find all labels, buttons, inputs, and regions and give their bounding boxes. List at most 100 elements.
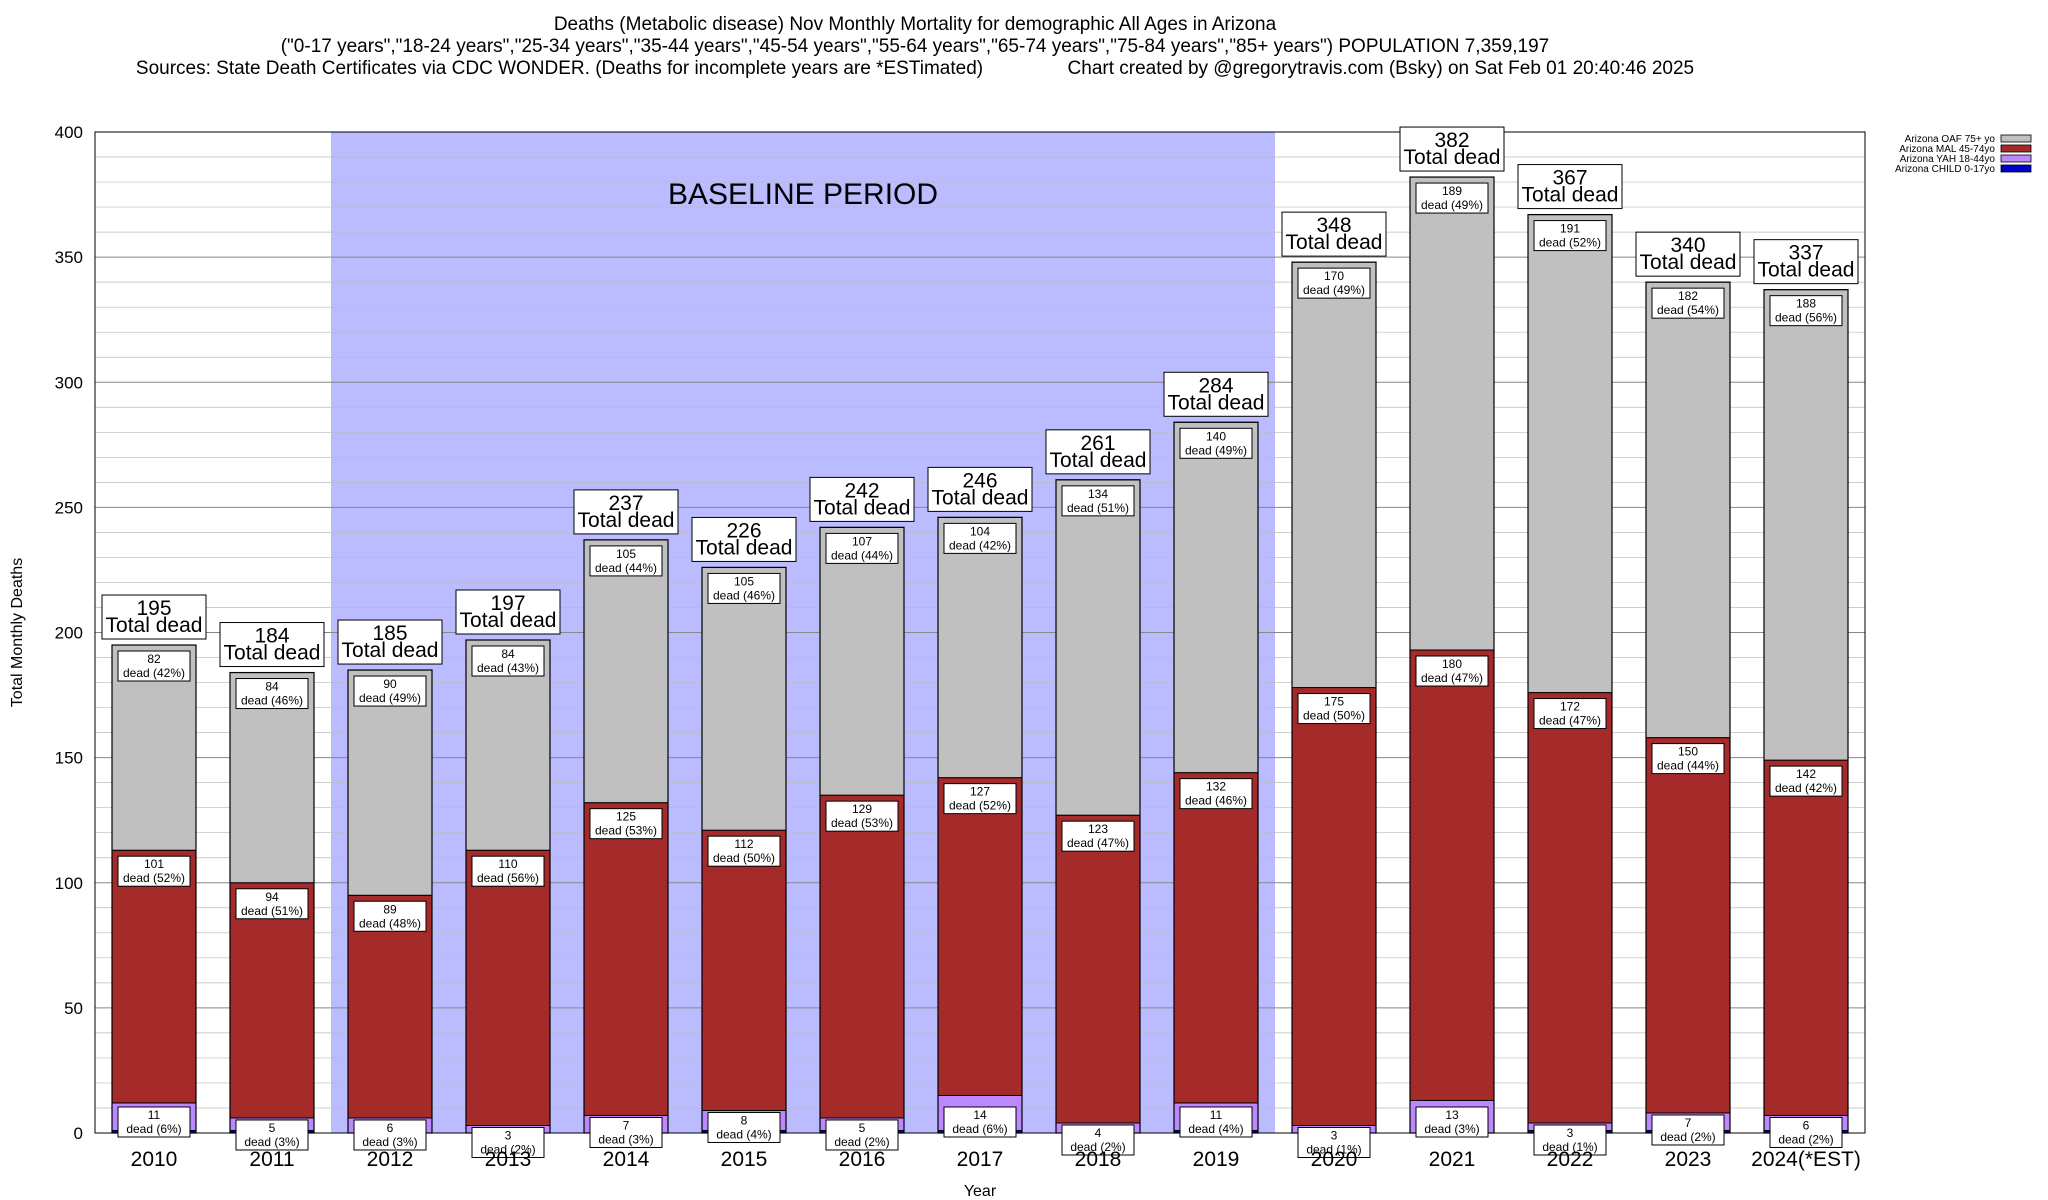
total-value-label: 184 (254, 625, 289, 648)
segment-value-label: 188 (1796, 297, 1816, 311)
legend-label: Arizona YAH 18-44yo (1900, 154, 1996, 165)
total-suffix-label: Total dead (1050, 449, 1147, 472)
bar-segment (1055, 814, 1141, 1124)
bar-segment (937, 516, 1023, 779)
segment-value-label: 94 (265, 890, 279, 904)
y-tick-label: 0 (74, 1124, 83, 1143)
segment-label-box (1179, 778, 1253, 810)
x-tick-label: 2023 (1665, 1148, 1712, 1171)
bar-segment (583, 539, 669, 804)
total-label-box (927, 466, 1033, 512)
segment-label-box (1297, 693, 1371, 725)
segment-value-label: 82 (147, 652, 161, 666)
segment-label-box (825, 800, 899, 832)
y-tick-label: 200 (55, 624, 83, 643)
total-label-box (1163, 371, 1269, 417)
segment-label-box (353, 675, 427, 707)
segment-percent-label: dead (2%) (834, 1135, 889, 1149)
segment-percent-label: dead (3%) (362, 1135, 417, 1149)
segment-value-label: 3 (1567, 1126, 1574, 1140)
segment-label-box (235, 1119, 309, 1151)
segment-percent-label: dead (49%) (359, 691, 421, 705)
segment-label-box (1769, 765, 1843, 797)
bar-segment (819, 526, 905, 796)
segment-percent-label: dead (46%) (1185, 794, 1247, 808)
bar-segment (111, 849, 197, 1104)
segment-label-box (471, 855, 545, 887)
segment-percent-label: dead (47%) (1421, 671, 1483, 685)
segment-percent-label: dead (51%) (241, 904, 303, 918)
segment-label-box (1769, 1116, 1843, 1148)
bar-segment (1527, 214, 1613, 694)
segment-label-box (943, 1106, 1017, 1138)
segment-percent-label: dead (46%) (713, 588, 775, 602)
segment-value-label: 107 (852, 534, 872, 548)
segment-percent-label: dead (3%) (244, 1135, 299, 1149)
segment-percent-label: dead (49%) (1421, 198, 1483, 212)
total-value-label: 226 (726, 519, 761, 542)
segment-percent-label: dead (1%) (1306, 1142, 1361, 1156)
total-value-label: 185 (372, 622, 407, 645)
segment-value-label: 7 (1685, 1116, 1692, 1130)
total-label-box (1753, 239, 1859, 285)
bar-segment (1763, 759, 1849, 1116)
chart-subtitle-sources: Sources: State Death Certificates via CD… (135, 58, 1695, 79)
total-suffix-label: Total dead (460, 609, 557, 632)
segment-percent-label: dead (47%) (1539, 714, 1601, 728)
segment-percent-label: dead (43%) (477, 661, 539, 675)
segment-percent-label: dead (52%) (949, 799, 1011, 813)
segment-value-label: 101 (144, 857, 164, 871)
segment-percent-label: dead (1%) (1542, 1140, 1597, 1154)
segment-percent-label: dead (6%) (952, 1122, 1007, 1136)
segment-percent-label: dead (56%) (1775, 311, 1837, 325)
total-label-box (1281, 211, 1387, 257)
segment-percent-label: dead (6%) (126, 1122, 181, 1136)
bar-segment (937, 777, 1023, 1096)
y-tick-label: 250 (55, 498, 83, 517)
segment-label-box (1415, 655, 1489, 687)
segment-value-label: 112 (734, 837, 753, 851)
total-suffix-label: Total dead (696, 536, 793, 559)
segment-label-box (707, 572, 781, 604)
segment-percent-label: dead (46%) (241, 694, 303, 708)
legend-label: Arizona MAL 45-74yo (1899, 144, 1995, 155)
total-suffix-label: Total dead (1168, 391, 1265, 414)
total-suffix-label: Total dead (224, 642, 321, 665)
total-value-label: 367 (1552, 167, 1587, 190)
segment-percent-label: dead (49%) (1185, 443, 1247, 457)
segment-value-label: 191 (1560, 222, 1580, 236)
total-value-label: 237 (608, 492, 643, 515)
bar-segment (583, 802, 669, 1116)
total-value-label: 340 (1670, 234, 1705, 257)
segment-percent-label: dead (49%) (1303, 283, 1365, 297)
segment-label-box (235, 888, 309, 920)
x-tick-label: 2016 (839, 1148, 886, 1171)
segment-percent-label: dead (44%) (831, 548, 893, 562)
segment-value-label: 150 (1678, 745, 1698, 759)
segment-label-box (1179, 427, 1253, 459)
segment-label-box (589, 545, 663, 577)
x-tick-label: 2017 (957, 1148, 1004, 1171)
chart-title-block: Deaths (Metabolic disease) Nov Monthly M… (0, 14, 1830, 80)
segment-value-label: 110 (498, 857, 517, 871)
segment-label-box (589, 808, 663, 840)
y-tick-label: 300 (55, 373, 83, 392)
segment-label-box (707, 1111, 781, 1143)
segment-value-label: 5 (859, 1121, 866, 1135)
segment-value-label: 5 (269, 1121, 276, 1135)
y-axis-title: Total Monthly Deaths (9, 558, 26, 707)
total-label-box (691, 516, 797, 562)
segment-label-box (1061, 1124, 1135, 1156)
segment-label-box (825, 532, 899, 564)
segment-value-label: 129 (852, 802, 872, 816)
segment-value-label: 132 (1206, 780, 1226, 794)
segment-label-box (1651, 743, 1725, 775)
segment-label-box (1415, 1106, 1489, 1138)
segment-percent-label: dead (42%) (1775, 781, 1837, 795)
total-suffix-label: Total dead (1640, 251, 1737, 274)
y-tick-label: 150 (55, 749, 83, 768)
segment-label-box (943, 522, 1017, 554)
y-tick-label: 100 (55, 874, 83, 893)
segment-percent-label: dead (3%) (1424, 1122, 1479, 1136)
segment-percent-label: dead (51%) (1067, 501, 1129, 515)
